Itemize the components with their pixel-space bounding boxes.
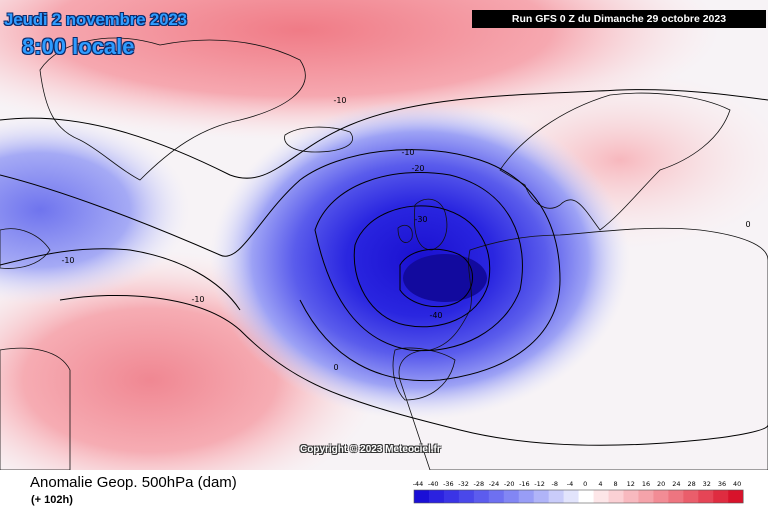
legend-tick-label: 32	[703, 480, 711, 488]
legend-tick-label: -20	[504, 480, 515, 488]
legend-tick-label: -32	[458, 480, 469, 488]
geopotential-anomaly-map: -10 -10 -20 -30 -40 -10 -10 0 0	[0, 0, 768, 470]
west-low-anomaly	[0, 115, 190, 305]
legend-tick-label: 36	[718, 480, 726, 488]
legend-swatch	[698, 490, 714, 503]
legend-tick-label: -12	[534, 480, 545, 488]
low-core	[403, 254, 487, 302]
legend-swatch	[668, 490, 684, 503]
legend-swatch	[428, 490, 445, 503]
legend-swatch	[593, 490, 609, 503]
legend-swatch	[683, 490, 699, 503]
legend-swatch	[443, 490, 460, 503]
legend-tick-label: -28	[473, 480, 484, 488]
contour-label: -40	[429, 311, 442, 320]
legend-swatch	[578, 490, 594, 503]
contour-label: 0	[333, 363, 338, 372]
legend-tick-label: -24	[489, 480, 500, 488]
legend-swatch	[488, 490, 505, 503]
legend-swatch	[458, 490, 475, 503]
contour-label: -20	[411, 164, 424, 173]
legend-tick-label: -8	[552, 480, 558, 488]
legend-tick-label: 4	[598, 480, 602, 488]
legend-tick-label: 24	[672, 480, 680, 488]
legend-swatch	[623, 490, 639, 503]
legend-swatch	[414, 490, 430, 503]
legend-tick-label: 16	[642, 480, 650, 488]
legend-tick-label: 40	[733, 480, 741, 488]
legend-tick-label: 8	[614, 480, 618, 488]
legend-swatch	[653, 490, 669, 503]
color-scale-legend: -44 -40 -36 -32 -28 -24 -20 -16 -12 -8 -4 0 4 8 12 16 20…	[413, 480, 744, 504]
legend-swatch	[548, 490, 564, 503]
contours	[0, 89, 768, 446]
contour-labels: -10 -10 -20 -30 -40 -10 -10 0 0	[61, 96, 750, 372]
legend-swatch	[518, 490, 535, 503]
contour-label: -10	[333, 96, 346, 105]
contour-label: -30	[414, 215, 427, 224]
legend-swatch	[563, 490, 579, 503]
legend-tick-label: 28	[687, 480, 695, 488]
contour-label: -10	[61, 256, 74, 265]
legend-swatch	[713, 490, 729, 503]
legend-swatch	[638, 490, 654, 503]
legend-swatch	[728, 490, 744, 503]
legend-swatch	[608, 490, 624, 503]
contour-label: 0	[745, 220, 750, 229]
legend-tick-label: 0	[583, 480, 587, 488]
lead-time-label: (+ 102h)	[31, 494, 73, 506]
coastlines	[0, 37, 768, 470]
legend-tick-label: -4	[567, 480, 573, 488]
legend-tick-label: 12	[627, 480, 635, 488]
legend-tick-label: -44	[413, 480, 424, 488]
legend-tick-label: -16	[519, 480, 530, 488]
legend-swatch	[473, 490, 490, 503]
legend-swatch	[503, 490, 520, 503]
contour-label: -10	[191, 295, 204, 304]
contour-label: -10	[401, 148, 414, 157]
forecast-time: 8:00 locale	[22, 34, 135, 59]
copyright-notice: Copyright © 2023 Meteociel.fr	[300, 444, 441, 455]
legend-swatch	[533, 490, 549, 503]
legend-tick-label: 20	[657, 480, 665, 488]
model-run-label: Run GFS 0 Z du Dimanche 29 octobre 2023	[472, 10, 766, 28]
legend-border	[413, 489, 744, 504]
variable-label: Anomalie Geop. 500hPa (dam)	[30, 474, 237, 491]
legend-tick-label: -40	[428, 480, 439, 488]
legend-tick-label: -36	[443, 480, 454, 488]
forecast-date: Jeudi 2 novembre 2023	[4, 10, 187, 29]
